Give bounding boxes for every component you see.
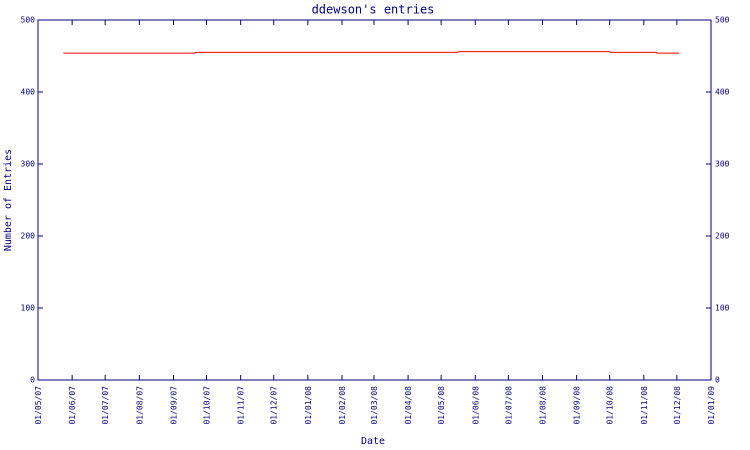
chart-title: ddewson's entries [312,3,435,17]
x-tick-label: 01/05/08 [437,386,446,425]
y2-tick-label: 200 [715,232,730,241]
x-tick-label: 01/12/08 [673,386,682,425]
x-tick-label: 01/11/07 [237,386,246,425]
x-tick-label: 01/07/08 [504,386,513,425]
y-tick-label: 200 [21,232,36,241]
x-tick-label: 01/04/08 [404,386,413,425]
x-tick-label: 01/05/07 [34,386,43,425]
x-tick-label: 01/07/07 [101,386,110,425]
x-tick-label: 01/03/08 [370,386,379,425]
y2-tick-label: 500 [715,16,730,25]
x-tick-label: 01/09/08 [573,386,582,425]
x-tick-label: 01/10/08 [606,386,615,425]
x-tick-label: 01/10/07 [203,386,212,425]
y-tick-label: 500 [21,16,36,25]
y-axis-label: Number of Entries [3,149,14,251]
x-tick-label: 01/08/07 [135,386,144,425]
y-tick-label: 0 [30,376,35,385]
x-tick-label: 01/06/07 [68,386,77,425]
x-tick-label: 01/12/07 [270,386,279,425]
x-tick-label: 01/06/08 [471,386,480,425]
x-tick-label: 01/01/08 [304,386,313,425]
y2-tick-label: 300 [715,160,730,169]
plot-frame [37,19,712,381]
x-tick-label: 01/09/07 [169,386,178,425]
x-tick-label: 01/08/08 [538,386,547,425]
x-tick-label: 01/01/09 [707,386,716,425]
y-tick-label: 400 [21,88,36,97]
x-tick-label: 01/11/08 [640,386,649,425]
y2-tick-label: 0 [715,376,720,385]
y2-tick-label: 100 [715,304,730,313]
y-tick-label: 300 [21,160,36,169]
x-axis-label: Date [361,436,385,447]
y2-tick-label: 400 [715,88,730,97]
y-tick-label: 100 [21,304,36,313]
x-tick-label: 01/02/08 [338,386,347,425]
data-line [63,51,680,54]
